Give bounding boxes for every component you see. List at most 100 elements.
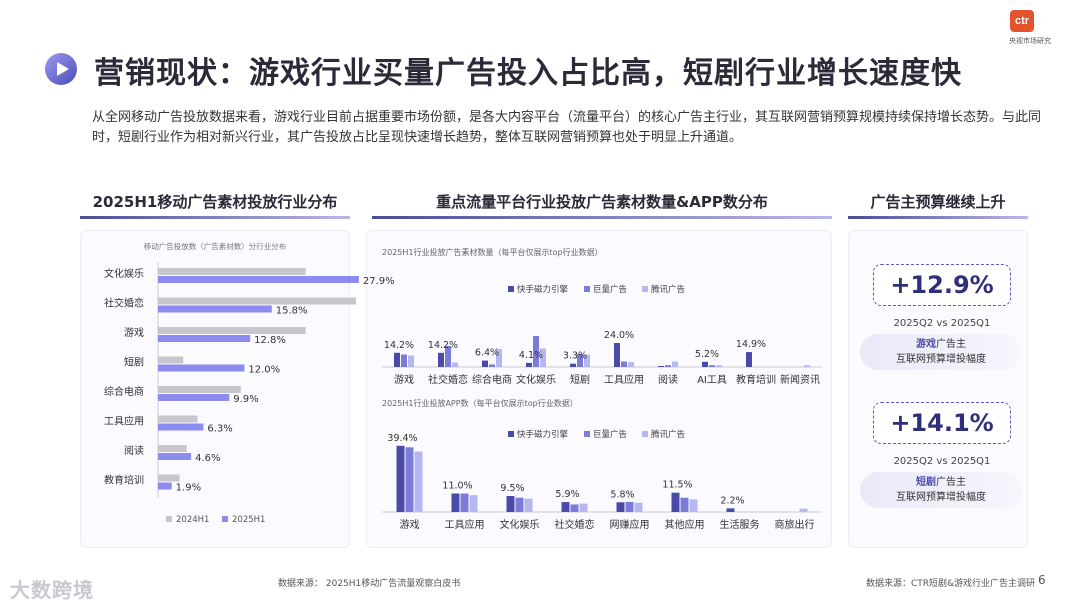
data-label: 6.3% <box>207 424 232 435</box>
chart-title: 2025H1行业投放APP数（每平台仅展示top行业数据） <box>382 398 578 408</box>
intro-paragraph: 从全网移动广告投放数据来看，游戏行业目前占据重要市场份额，是各大内容平台（流量平… <box>92 110 1042 145</box>
category-label: 工具应用 <box>604 373 644 386</box>
legend-swatch <box>584 431 590 437</box>
category-label: 工具应用 <box>445 518 485 531</box>
bar-2024h1 <box>158 297 356 305</box>
category-label: 阅读 <box>124 444 144 457</box>
bar <box>515 497 524 512</box>
mid-section-underline <box>372 216 832 219</box>
data-label: 4.1% <box>519 350 543 361</box>
logo-text: 央视市场研究 <box>1009 37 1051 45</box>
right-section-title: 广告主预算继续上升 <box>870 193 1006 211</box>
category-label: 阅读 <box>658 373 678 386</box>
category-label: 短剧 <box>570 373 590 386</box>
category-label: 短剧 <box>124 356 144 369</box>
category-label: 网赚应用 <box>610 518 650 531</box>
data-label: 14.2% <box>428 340 458 351</box>
legend-label: 腾讯广告 <box>651 284 685 295</box>
kpi-game-industry: 游戏 <box>916 339 936 350</box>
bar <box>616 502 625 512</box>
category-label: AI工具 <box>697 374 727 386</box>
category-label: 游戏 <box>124 326 144 339</box>
kpi-game-suffix: 广告主 <box>936 339 966 350</box>
legend-label: 巨量广告 <box>593 429 627 440</box>
bar <box>799 508 808 512</box>
bar <box>665 365 671 367</box>
bar-2025h1 <box>158 305 272 313</box>
bar <box>658 366 664 367</box>
legend-label: 腾讯广告 <box>651 429 685 440</box>
page-number: 6 <box>1038 573 1046 587</box>
category-label: 其他应用 <box>665 518 705 531</box>
kpi-game-caption: 游戏广告主 互联网预算增投幅度 <box>860 334 1022 370</box>
kpi-drama-suffix: 广告主 <box>936 477 966 488</box>
bar <box>405 447 414 512</box>
source-left: 数据来源： 2025H1移动广告流量观察白皮书 <box>278 579 461 589</box>
category-label: 新闻资讯 <box>780 373 820 386</box>
bar-2025h1 <box>158 394 230 401</box>
data-label: 11.0% <box>442 481 472 492</box>
bar-2024h1 <box>158 268 306 275</box>
left-section-underline <box>80 216 350 219</box>
legend-label-2024h1: 2024H1 <box>176 515 209 525</box>
bar <box>680 497 689 512</box>
category-label: 社交婚恋 <box>555 518 595 531</box>
category-label: 社交婚恋 <box>104 297 144 310</box>
legend-swatch-2024h1 <box>166 516 172 522</box>
bar <box>533 336 539 367</box>
bar <box>482 360 488 367</box>
category-label: 综合电商 <box>104 385 144 398</box>
category-label: 游戏 <box>400 518 420 531</box>
category-label: 文化娱乐 <box>516 373 556 386</box>
bar <box>524 498 533 512</box>
bar <box>451 493 460 512</box>
data-label: 6.4% <box>475 348 499 359</box>
legend-swatch <box>584 286 590 292</box>
bar-2024h1 <box>158 474 180 482</box>
chart-title: 移动广告投放数（广告素材数）分行业分布 <box>144 241 287 251</box>
bar-2024h1 <box>158 445 187 452</box>
bar-2025h1 <box>158 423 204 431</box>
kpi-game-period: 2025Q2 vs 2025Q1 <box>893 318 991 329</box>
kpi-drama-value: +14.1% <box>873 402 1011 444</box>
data-label: 24.0% <box>604 330 634 341</box>
data-label: 3.3% <box>563 351 587 362</box>
legend-label: 快手磁力引擎 <box>517 284 569 295</box>
data-label: 12.8% <box>254 335 286 346</box>
legend-swatch <box>508 286 514 292</box>
category-label: 工具应用 <box>104 415 144 428</box>
bar <box>401 354 407 367</box>
bar <box>460 493 469 512</box>
mid-panel <box>366 230 832 548</box>
category-label: 商旅出行 <box>775 518 815 531</box>
bar <box>570 504 579 512</box>
bar <box>621 361 627 367</box>
kpi-game-line2: 互联网预算增投幅度 <box>896 354 986 365</box>
bar <box>396 445 405 512</box>
category-label: 游戏 <box>394 373 414 386</box>
bar <box>804 365 810 367</box>
data-label: 5.8% <box>610 489 634 500</box>
category-label: 教育培训 <box>736 373 776 386</box>
bar-2025h1 <box>158 276 359 283</box>
data-label: 5.9% <box>555 489 579 500</box>
data-label: 27.9% <box>363 276 395 287</box>
bar <box>408 355 414 367</box>
bar <box>496 349 502 367</box>
category-label: 文化娱乐 <box>500 518 540 531</box>
legend-swatch <box>508 431 514 437</box>
bar-2024h1 <box>158 415 198 423</box>
chart-title: 2025H1行业投放广告素材数量（每平台仅展示top行业数据） <box>382 247 603 257</box>
mid-section-title: 重点流量平台行业投放广告素材数量&APP数分布 <box>436 193 768 211</box>
data-label: 14.2% <box>384 340 414 351</box>
bar <box>469 495 478 512</box>
legend-label: 快手磁力引擎 <box>517 429 569 440</box>
kpi-drama-caption: 短剧广告主 互联网预算增投幅度 <box>860 472 1022 508</box>
legend-label-2025h1: 2025H1 <box>232 515 265 525</box>
bar <box>702 361 708 367</box>
logo-mark: ctr <box>1010 10 1034 32</box>
bar <box>628 362 634 367</box>
bar-2024h1 <box>158 386 241 393</box>
legend-swatch <box>642 286 648 292</box>
bar <box>506 496 515 512</box>
